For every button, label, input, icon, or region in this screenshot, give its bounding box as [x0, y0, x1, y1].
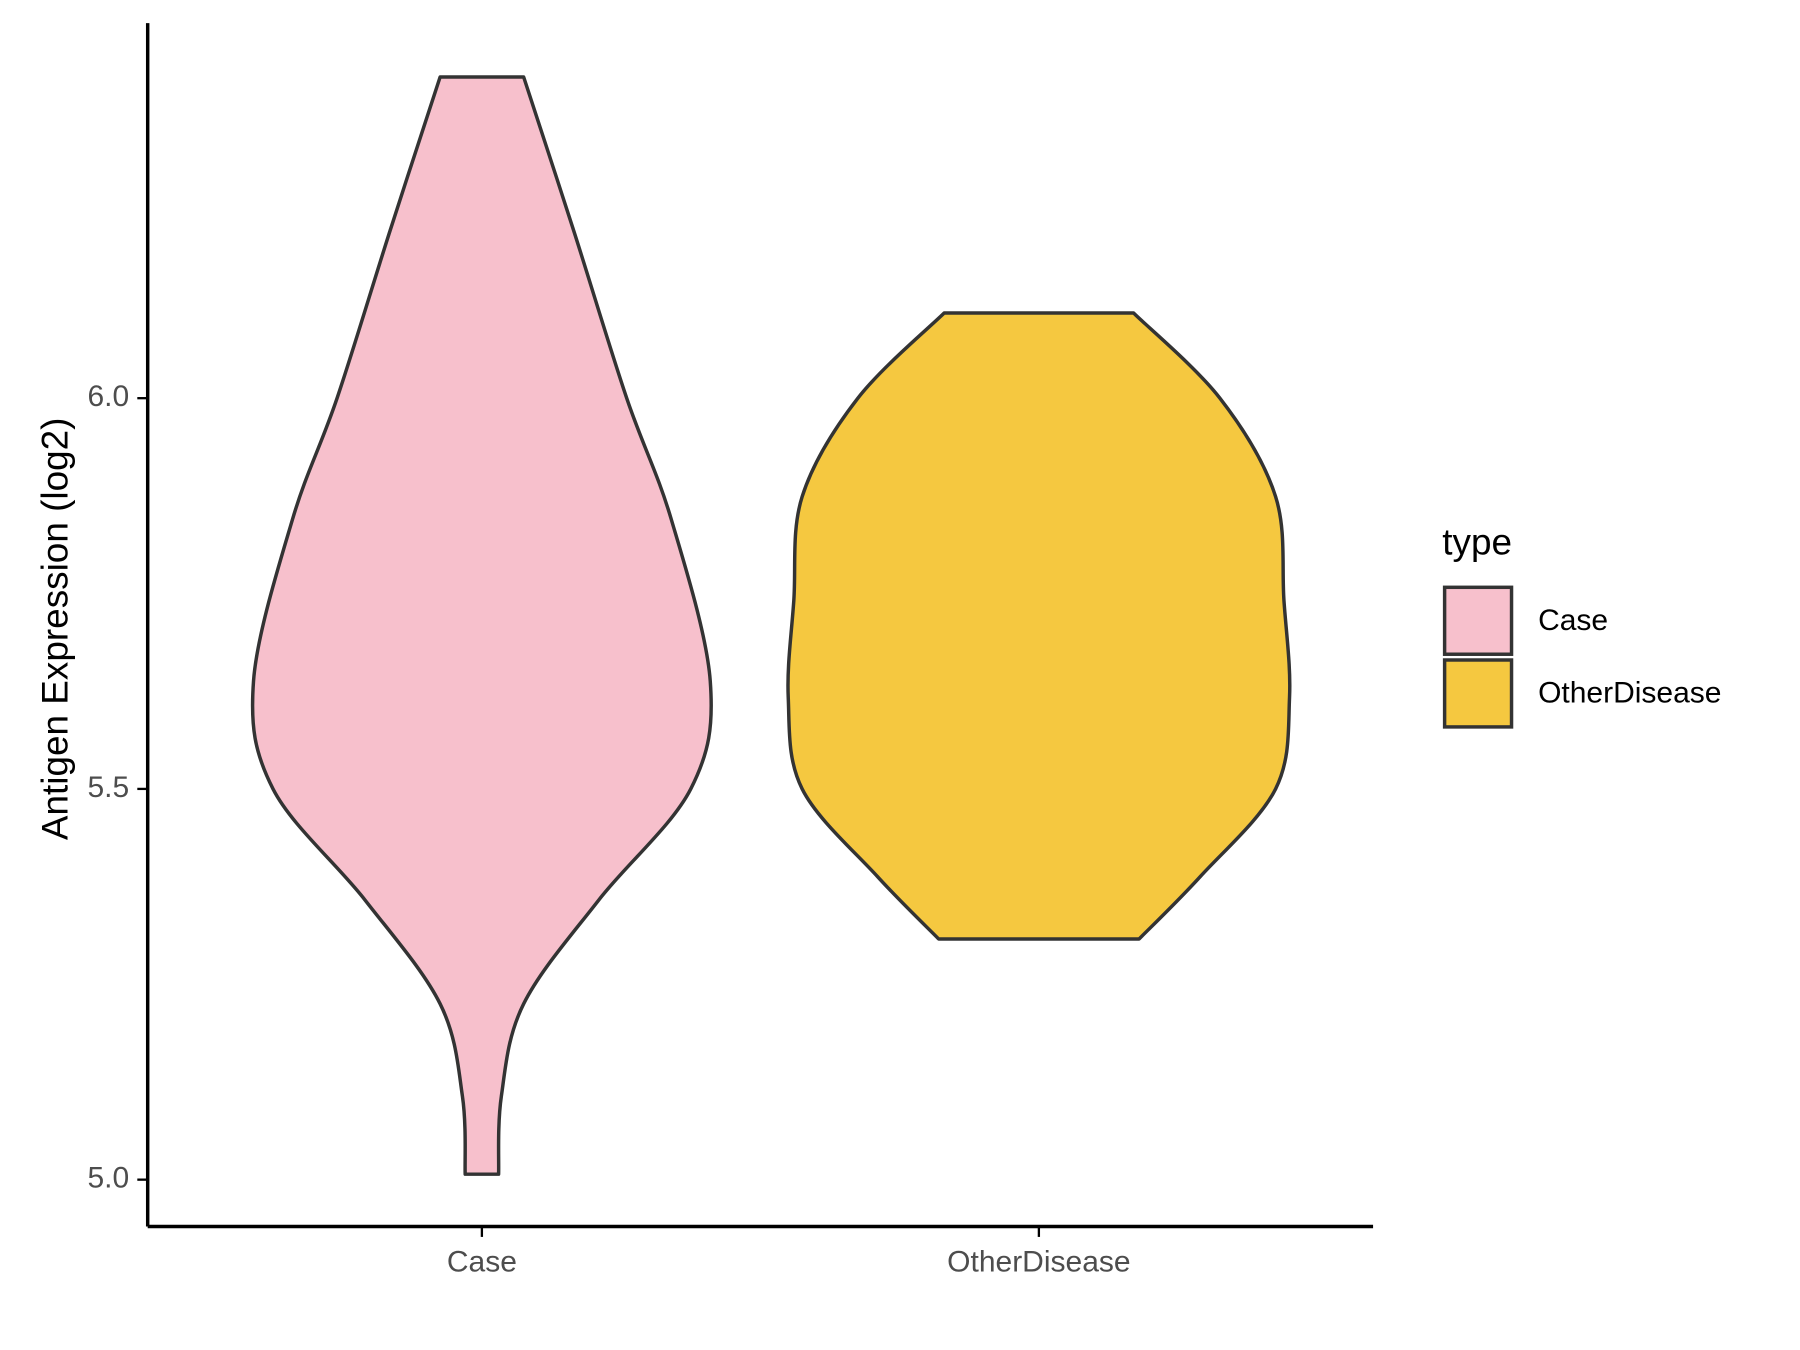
legend-label: OtherDisease — [1538, 677, 1721, 710]
y-tick-label: 5.0 — [88, 1162, 130, 1195]
legend-key — [1442, 658, 1514, 729]
y-tick-label: 6.0 — [88, 380, 130, 413]
violin — [250, 75, 713, 1176]
legend-label: Case — [1538, 604, 1608, 637]
y-tick-label: 5.5 — [88, 771, 130, 804]
x-tick-label: Case — [447, 1245, 517, 1278]
violin — [786, 311, 1292, 941]
x-tick-label: OtherDisease — [947, 1245, 1130, 1278]
legend-title: type — [1442, 521, 1512, 562]
legend-key — [1442, 585, 1514, 656]
y-axis-title: Antigen Expression (log2) — [34, 418, 75, 841]
